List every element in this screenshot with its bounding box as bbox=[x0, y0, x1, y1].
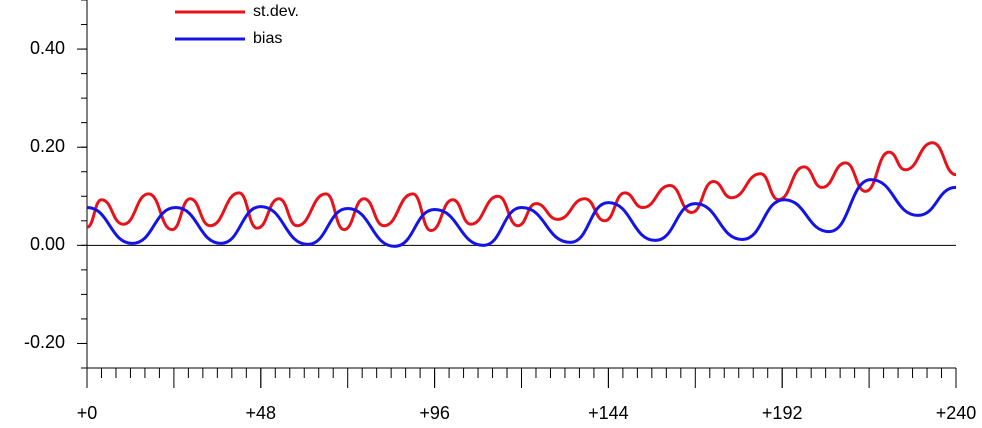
y-tick-label: -0.20 bbox=[24, 332, 65, 352]
legend-label: bias bbox=[253, 30, 282, 47]
y-tick-label: 0.40 bbox=[30, 38, 65, 58]
x-tick-label: +48 bbox=[246, 403, 277, 423]
x-tick-label: +0 bbox=[77, 403, 98, 423]
x-tick-label: +240 bbox=[936, 403, 977, 423]
x-tick-label: +192 bbox=[762, 403, 803, 423]
series-line bbox=[86, 178, 957, 248]
legend-label: st.dev. bbox=[253, 3, 299, 20]
x-tick-label: +96 bbox=[419, 403, 450, 423]
series-line bbox=[86, 141, 957, 233]
y-tick-label: 0.20 bbox=[30, 136, 65, 156]
y-tick-label: 0.00 bbox=[30, 234, 65, 254]
x-tick-label: +144 bbox=[588, 403, 629, 423]
